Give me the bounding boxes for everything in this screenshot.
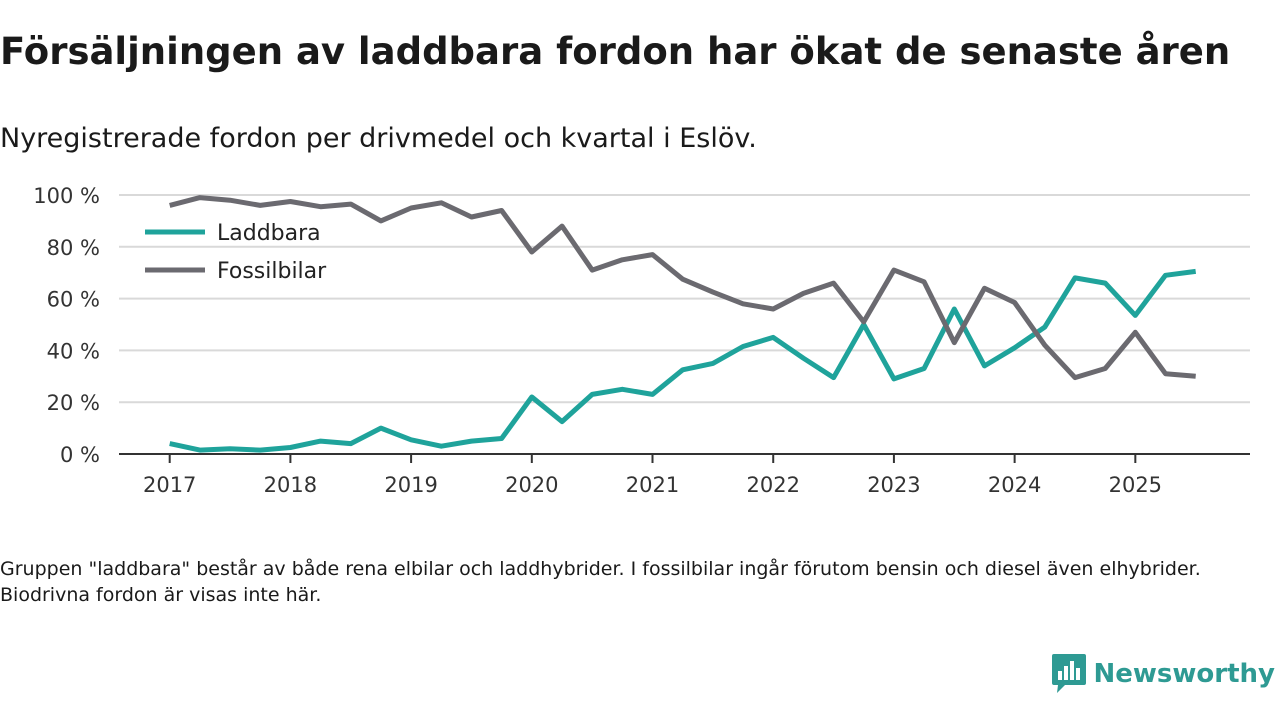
x-tick-label: 2024: [988, 473, 1041, 497]
chart-subtitle: Nyregistrerade fordon per drivmedel och …: [0, 123, 757, 154]
x-tick-label: 2019: [384, 473, 437, 497]
y-axis-tick-labels: 0 % 20 % 40 % 60 % 80 % 100 %: [33, 184, 100, 467]
gridlines: [119, 194, 1250, 404]
x-tick-label: 2022: [746, 473, 799, 497]
series-lines: [169, 195, 1197, 453]
y-tick-label: 0 %: [60, 443, 100, 467]
legend-label-laddbara: Laddbara: [217, 221, 321, 246]
x-tick-label: 2017: [143, 473, 196, 497]
x-tick-label: 2020: [505, 473, 558, 497]
legend-label-fossil: Fossilbilar: [217, 259, 327, 284]
newsworthy-brand: Newsworthy: [1051, 654, 1275, 694]
brand-name: Newsworthy: [1093, 659, 1275, 689]
y-tick-label: 60 %: [47, 288, 100, 312]
chart-title: Försäljningen av laddbara fordon har öka…: [0, 30, 1231, 73]
x-axis-ticks: 2017 2018 2019 2020 2021 2022 2023 2024 2025: [143, 454, 1162, 497]
y-tick-label: 80 %: [47, 236, 100, 260]
legend: Laddbara Fossilbilar: [145, 221, 327, 284]
x-tick-label: 2025: [1109, 473, 1162, 497]
x-tick-label: 2021: [626, 473, 679, 497]
footnote: Gruppen "laddbara" består av både rena e…: [0, 558, 1201, 606]
y-tick-label: 40 %: [47, 339, 100, 363]
newsworthy-logo-icon: [1051, 654, 1086, 693]
line-chart: 0 % 20 % 40 % 60 % 80 % 100 % 2017 2018 2019 202…: [33, 184, 1250, 497]
x-tick-label: 2018: [264, 473, 317, 497]
y-tick-label: 20 %: [47, 391, 100, 415]
y-tick-label: 100 %: [33, 184, 100, 208]
x-tick-label: 2023: [867, 473, 920, 497]
series-line-fossil: [169, 195, 1196, 381]
series-line-laddbara: [169, 268, 1197, 453]
